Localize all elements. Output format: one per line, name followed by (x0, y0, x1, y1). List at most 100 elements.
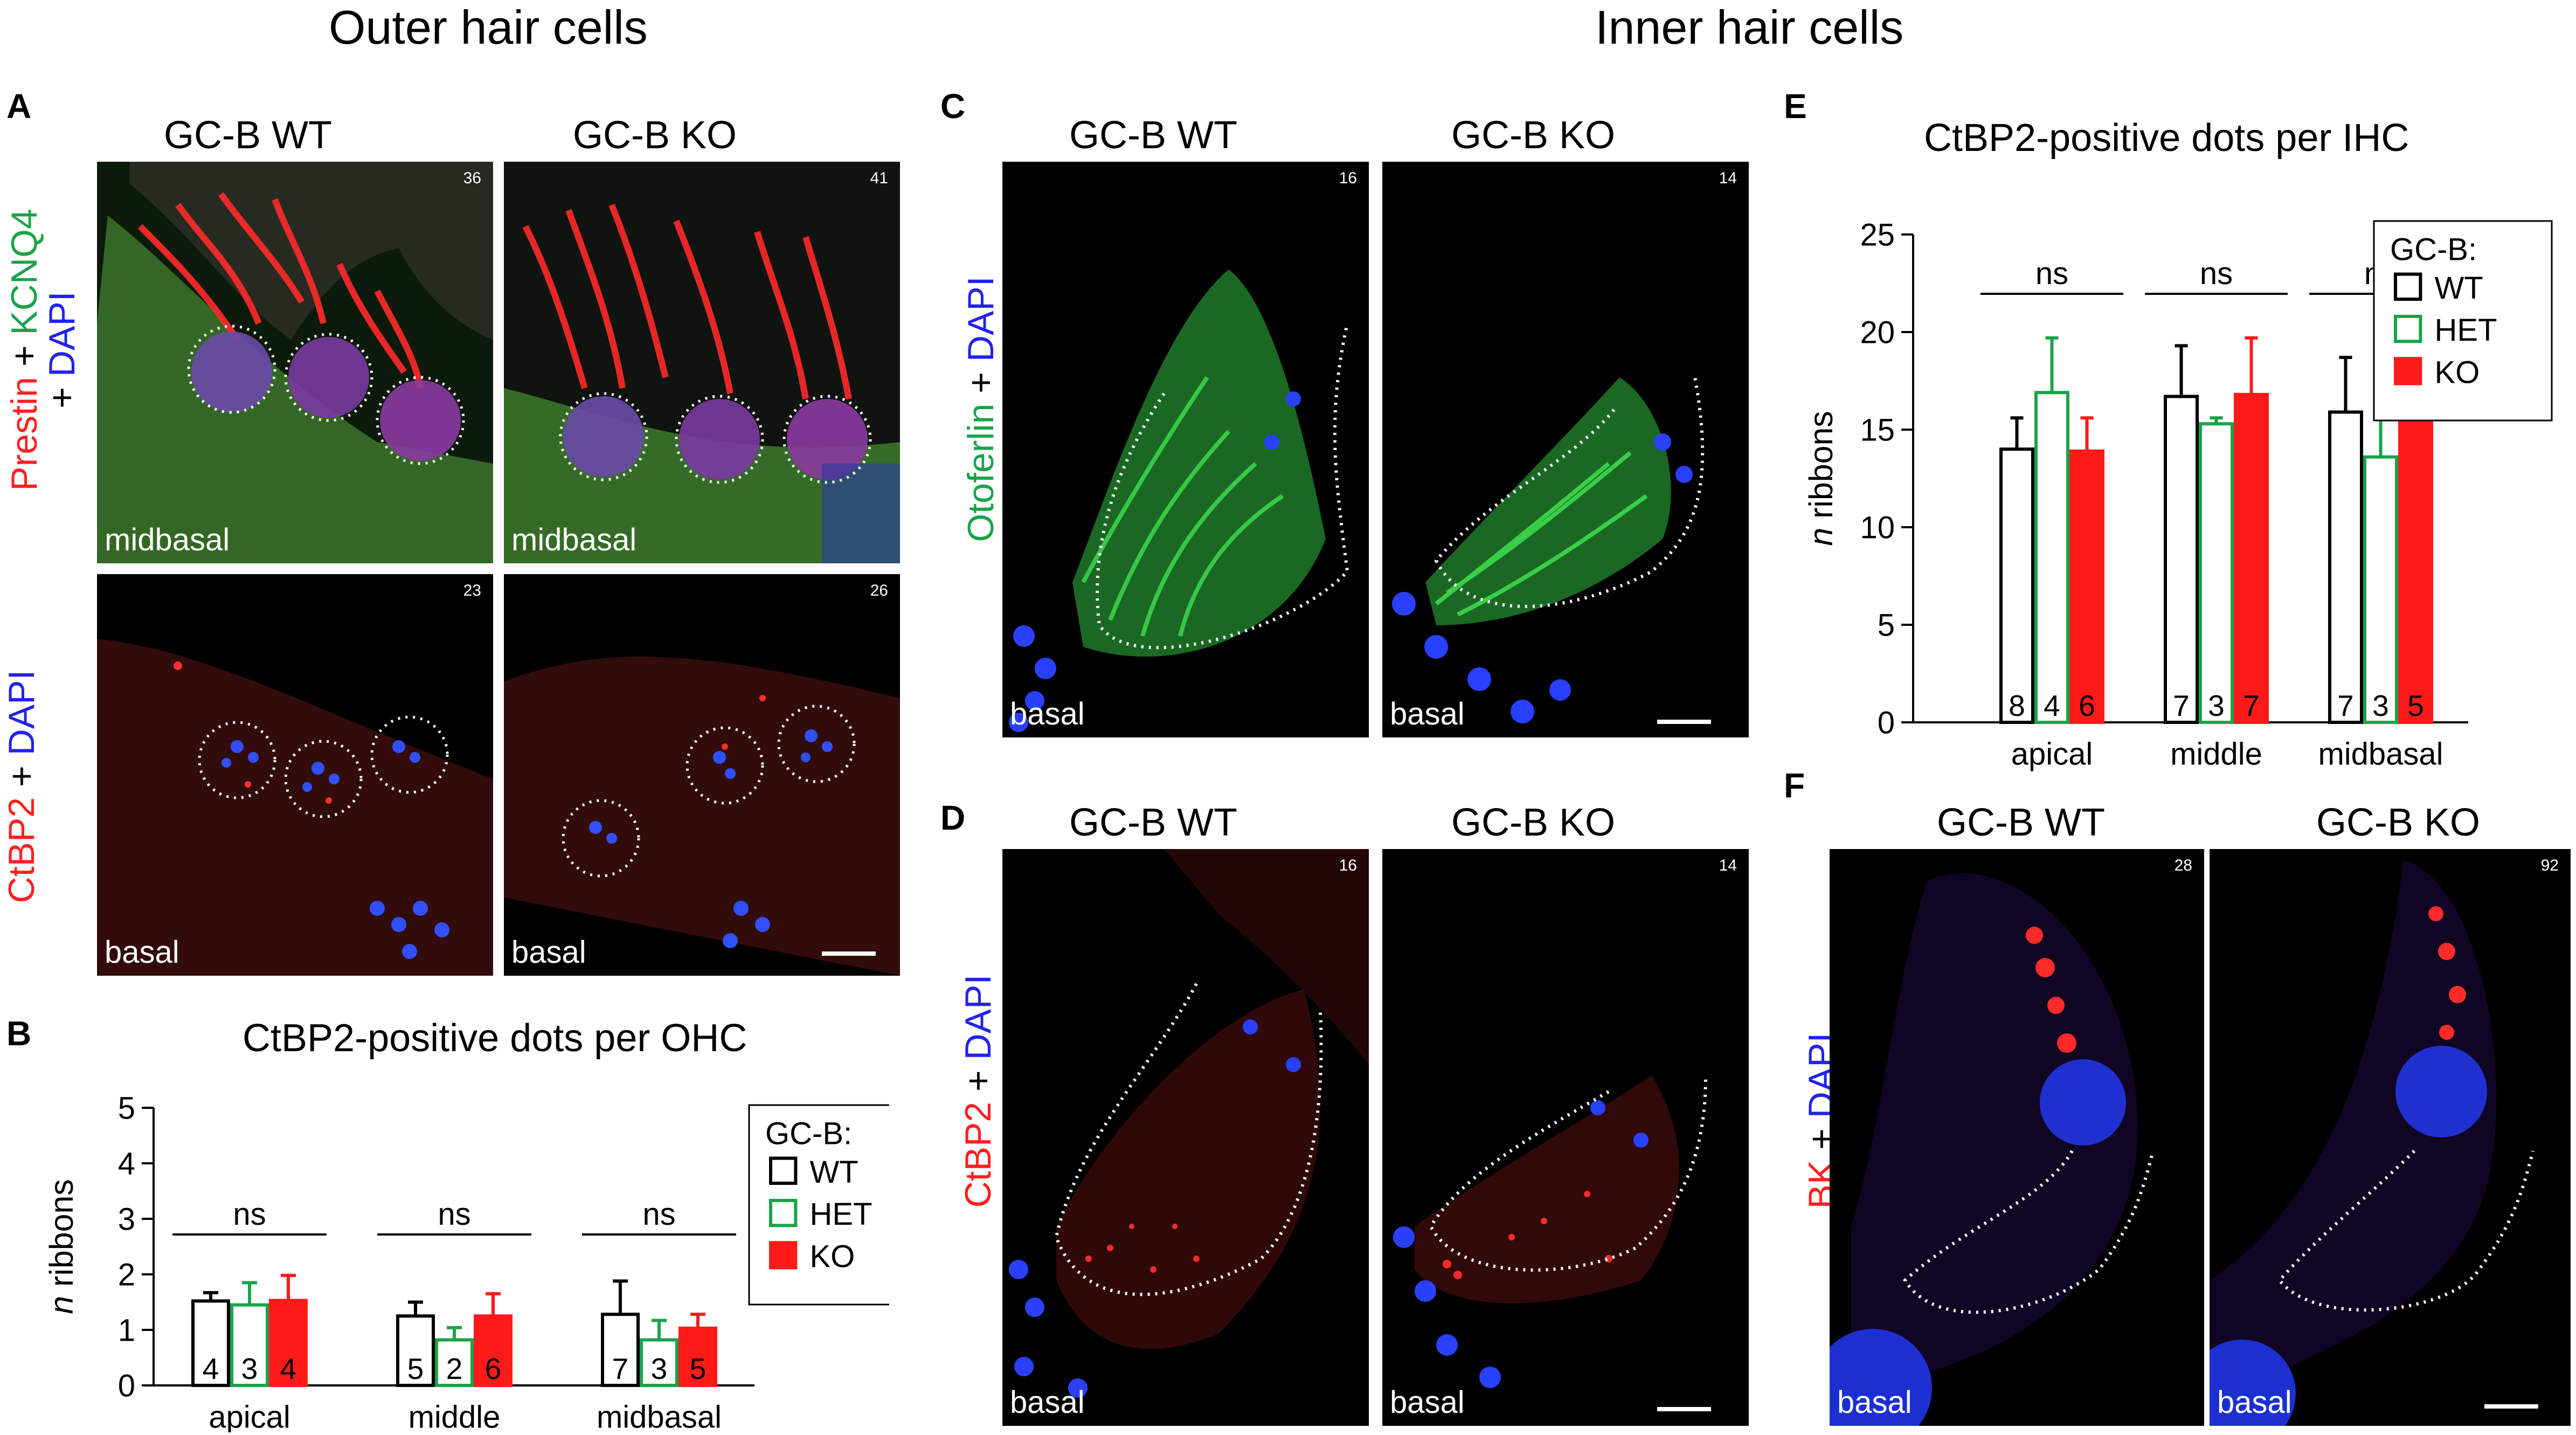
legend-swatch-ko (769, 1241, 798, 1270)
micrograph-art (2210, 849, 2571, 1426)
micrograph-f-wt: basal 28 (1830, 849, 2204, 1426)
y-tick-label: 5 (1878, 608, 1895, 643)
panel-label-a: A (6, 87, 32, 126)
n-label: 8 (2009, 689, 2025, 722)
micrograph-art (504, 162, 900, 563)
stain-dapi: DAPI (41, 291, 82, 377)
section-title-inner: Inner hair cells (1595, 1, 1904, 54)
section-title-outer: Outer hair cells (329, 1, 648, 54)
bar-het (2034, 391, 2069, 725)
micrograph-f-ko: basal 92 (2210, 849, 2571, 1426)
micrograph-d-wt: basal 16 (1002, 849, 1369, 1426)
region-label: basal (2217, 1385, 2292, 1420)
stain-plus: + (41, 377, 82, 409)
panel-label-b: B (6, 1014, 32, 1053)
y-tick-label: 0 (1878, 705, 1895, 740)
micrograph-a-wt-top: midbasal 36 (97, 162, 493, 563)
panel-label-d: D (940, 798, 966, 837)
n-label: 7 (612, 1352, 629, 1385)
n-label: 3 (651, 1352, 668, 1385)
significance-label: ns (233, 1197, 266, 1232)
legend-label: HET (2435, 313, 2497, 348)
stain-dapi: DAPI (1, 670, 42, 756)
stain-otoferlin: Otoferlin (960, 403, 1001, 542)
stain-dapi: DAPI (960, 276, 1001, 362)
stain-label-a-top-2: + DAPI (41, 229, 83, 471)
n-label: 3 (2208, 689, 2225, 722)
panel-label-c: C (940, 87, 966, 126)
category-label: apical (209, 1399, 290, 1432)
y-tick-label: 5 (118, 1091, 135, 1126)
n-label: 5 (407, 1352, 424, 1385)
image-number: 14 (1719, 857, 1737, 874)
bar-wt (2328, 410, 2363, 725)
group-label-f-ko: GC-B KO (2316, 801, 2481, 844)
chart-b-title: CtBP2-positive dots per OHC (243, 1017, 747, 1060)
micrograph-art (97, 162, 493, 563)
legend-swatch-wt (2394, 272, 2422, 301)
panel-label-f: F (1784, 766, 1805, 805)
micrograph-art (1382, 162, 1749, 737)
scale-bar (822, 951, 876, 956)
bar-ko (269, 1299, 308, 1387)
stain-prestin: Prestin (4, 377, 45, 491)
y-axis-label-italic: n (43, 1296, 80, 1314)
stain-label-a-top: Prestin + KCNQ4 (3, 121, 45, 579)
region-label: basal (1837, 1385, 1912, 1420)
region-label: basal (1010, 696, 1085, 732)
bar-ko (2398, 391, 2433, 725)
legend-label: KO (2435, 355, 2480, 390)
bar-het (2199, 422, 2234, 724)
region-label: basal (1010, 1385, 1085, 1420)
bar-wt (396, 1314, 435, 1387)
micrograph-c-ko: basal 14 (1382, 162, 1749, 737)
legend-swatch-het (769, 1198, 798, 1227)
group-label-c-ko: GC-B KO (1451, 114, 1616, 157)
n-label: 7 (2337, 689, 2354, 722)
stain-plus: + (1, 755, 42, 797)
n-label: 6 (2079, 689, 2095, 722)
n-label: 5 (690, 1352, 707, 1385)
y-tick-label: 0 (118, 1368, 135, 1403)
category-label: midbasal (597, 1399, 722, 1432)
y-axis-label: n ribbons (1803, 411, 1839, 546)
bar-het (435, 1338, 474, 1388)
y-tick-label: 4 (118, 1146, 135, 1181)
stain-ctbp2: CtBP2 (1, 797, 42, 903)
legend-swatch-het (2394, 314, 2422, 343)
y-tick-label: 25 (1860, 217, 1895, 252)
legend-label: WT (810, 1155, 858, 1190)
legend-label: WT (2435, 271, 2483, 306)
image-number: 16 (1339, 857, 1357, 874)
y-tick-label: 3 (118, 1202, 135, 1237)
stain-plus: + (4, 335, 45, 377)
bar-ko (474, 1314, 513, 1387)
image-number: 28 (2174, 857, 2192, 874)
region-label: basal (511, 935, 586, 970)
stain-plus: + (958, 1060, 999, 1102)
bar-het (640, 1338, 678, 1388)
image-number: 14 (1719, 169, 1737, 187)
stain-label-a-bottom: CtBP2 + DAPI (1, 646, 43, 927)
panel-label-e: E (1784, 87, 1807, 126)
image-number: 16 (1339, 169, 1357, 187)
stain-dapi: DAPI (958, 974, 999, 1060)
bar-wt (1999, 447, 2034, 724)
legend-label: KO (810, 1239, 855, 1274)
n-label: 4 (203, 1352, 219, 1385)
micrograph-a-ko-bottom: basal 26 (504, 574, 900, 976)
category-label: middle (408, 1399, 501, 1432)
n-label: 5 (2407, 689, 2424, 722)
micrograph-art (1002, 162, 1369, 737)
bar-wt (2164, 395, 2199, 724)
y-axis-label: n ribbons (43, 1179, 80, 1314)
bar-ko (2234, 392, 2269, 724)
n-label: 6 (485, 1352, 502, 1385)
category-label: middle (2170, 736, 2262, 771)
stain-kcnq4: KCNQ4 (4, 209, 45, 335)
legend-title: GC-B: (765, 1116, 852, 1151)
micrograph-art (1830, 849, 2204, 1426)
micrograph-art (504, 574, 900, 976)
stain-label-c: Otoferlin + DAPI (960, 247, 1002, 571)
